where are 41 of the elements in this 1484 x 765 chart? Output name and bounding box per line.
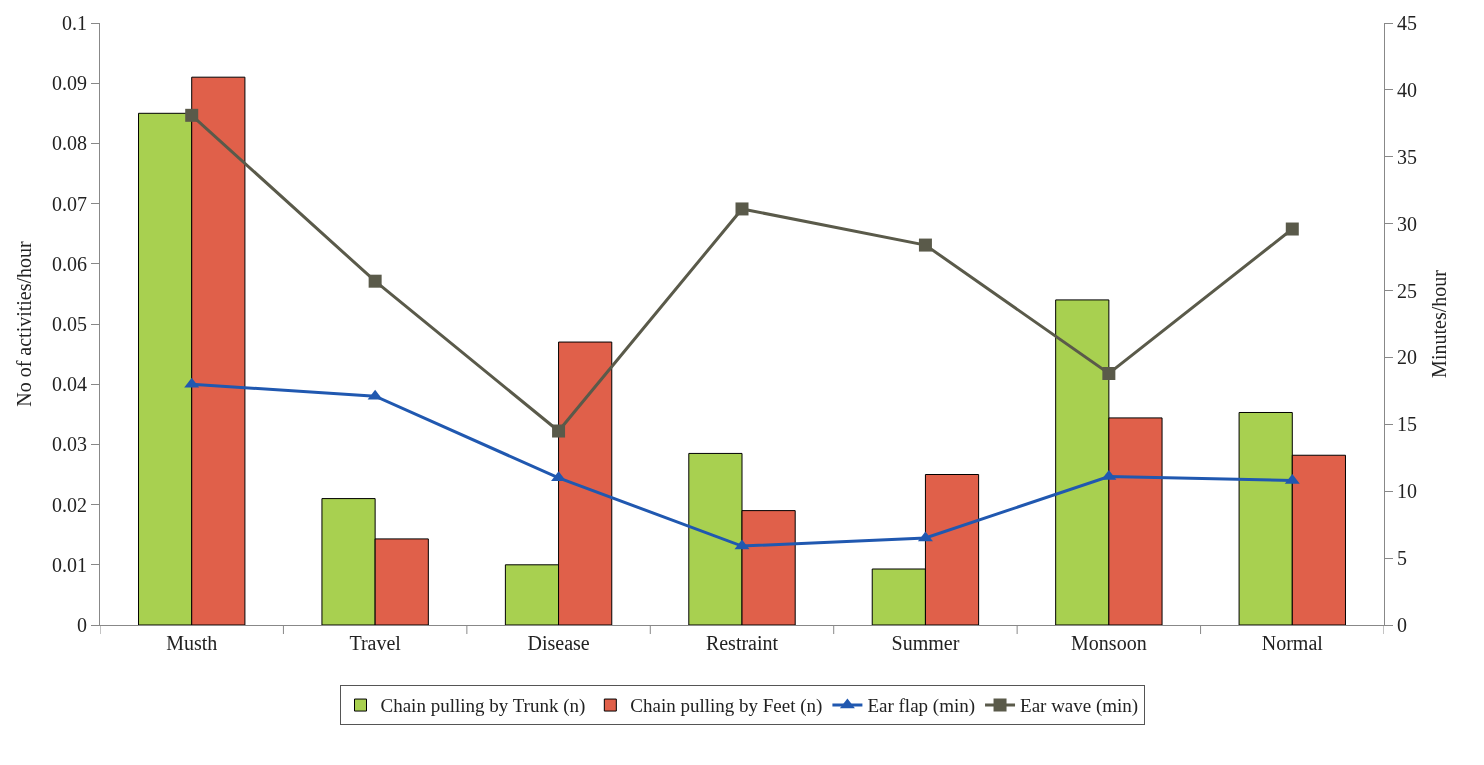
point [552, 424, 566, 438]
y2-tick-label: 20 [1397, 346, 1417, 369]
x-tick-label: Normal [1261, 632, 1324, 654]
y2-tick-label: 0 [1397, 614, 1407, 636]
point [918, 238, 932, 252]
y-tick-label: 0.03 [52, 433, 87, 456]
y-tick-label: 0.09 [52, 72, 87, 95]
y-axis-title: No of activities/hour [12, 240, 35, 407]
y2-tick-label: 45 [1397, 12, 1417, 34]
x-tick-label: Disease [527, 632, 590, 654]
y2-tick-label: 25 [1397, 279, 1417, 302]
y2-tick-label: 35 [1397, 145, 1417, 168]
y-tick-label: 0.02 [52, 493, 87, 516]
legend-label: Ear wave (min) [1020, 695, 1139, 718]
y-tick-label: 0.08 [52, 132, 87, 155]
x-tick-label: Travel [349, 632, 402, 654]
y-tick-label: 0.01 [52, 553, 87, 576]
point [185, 108, 199, 122]
legend-label: Ear flap (min) [867, 695, 976, 718]
y2-tick-label: 30 [1397, 212, 1417, 235]
y-tick-label: 0.06 [52, 252, 87, 275]
x-tick-label: Summer [891, 632, 960, 654]
point [735, 202, 749, 216]
x-tick-label: Musth [166, 632, 218, 654]
y2-tick-label: 40 [1397, 78, 1417, 101]
legend-label: Chain pulling by Trunk (n) [380, 695, 586, 718]
y-tick-label: 0.07 [52, 192, 87, 215]
x-tick-label: Restraint [705, 632, 779, 654]
y-tick-label: 0.1 [62, 12, 87, 34]
x-tick-label: Monsoon [1071, 632, 1147, 654]
point [1102, 367, 1116, 380]
y2-axis-title: Minutes/hour [1427, 269, 1450, 378]
legend-label: Chain pulling by Feet (n) [630, 695, 823, 718]
y-tick-label: 0.05 [52, 313, 87, 335]
y2-tick-label: 10 [1397, 480, 1417, 503]
y2-tick-label: 15 [1397, 413, 1417, 436]
y2-tick-label: 5 [1397, 547, 1407, 570]
point [368, 274, 382, 288]
y-tick-label: 0.04 [52, 373, 87, 396]
point [1285, 222, 1299, 236]
y-tick-label: 0 [77, 614, 87, 636]
